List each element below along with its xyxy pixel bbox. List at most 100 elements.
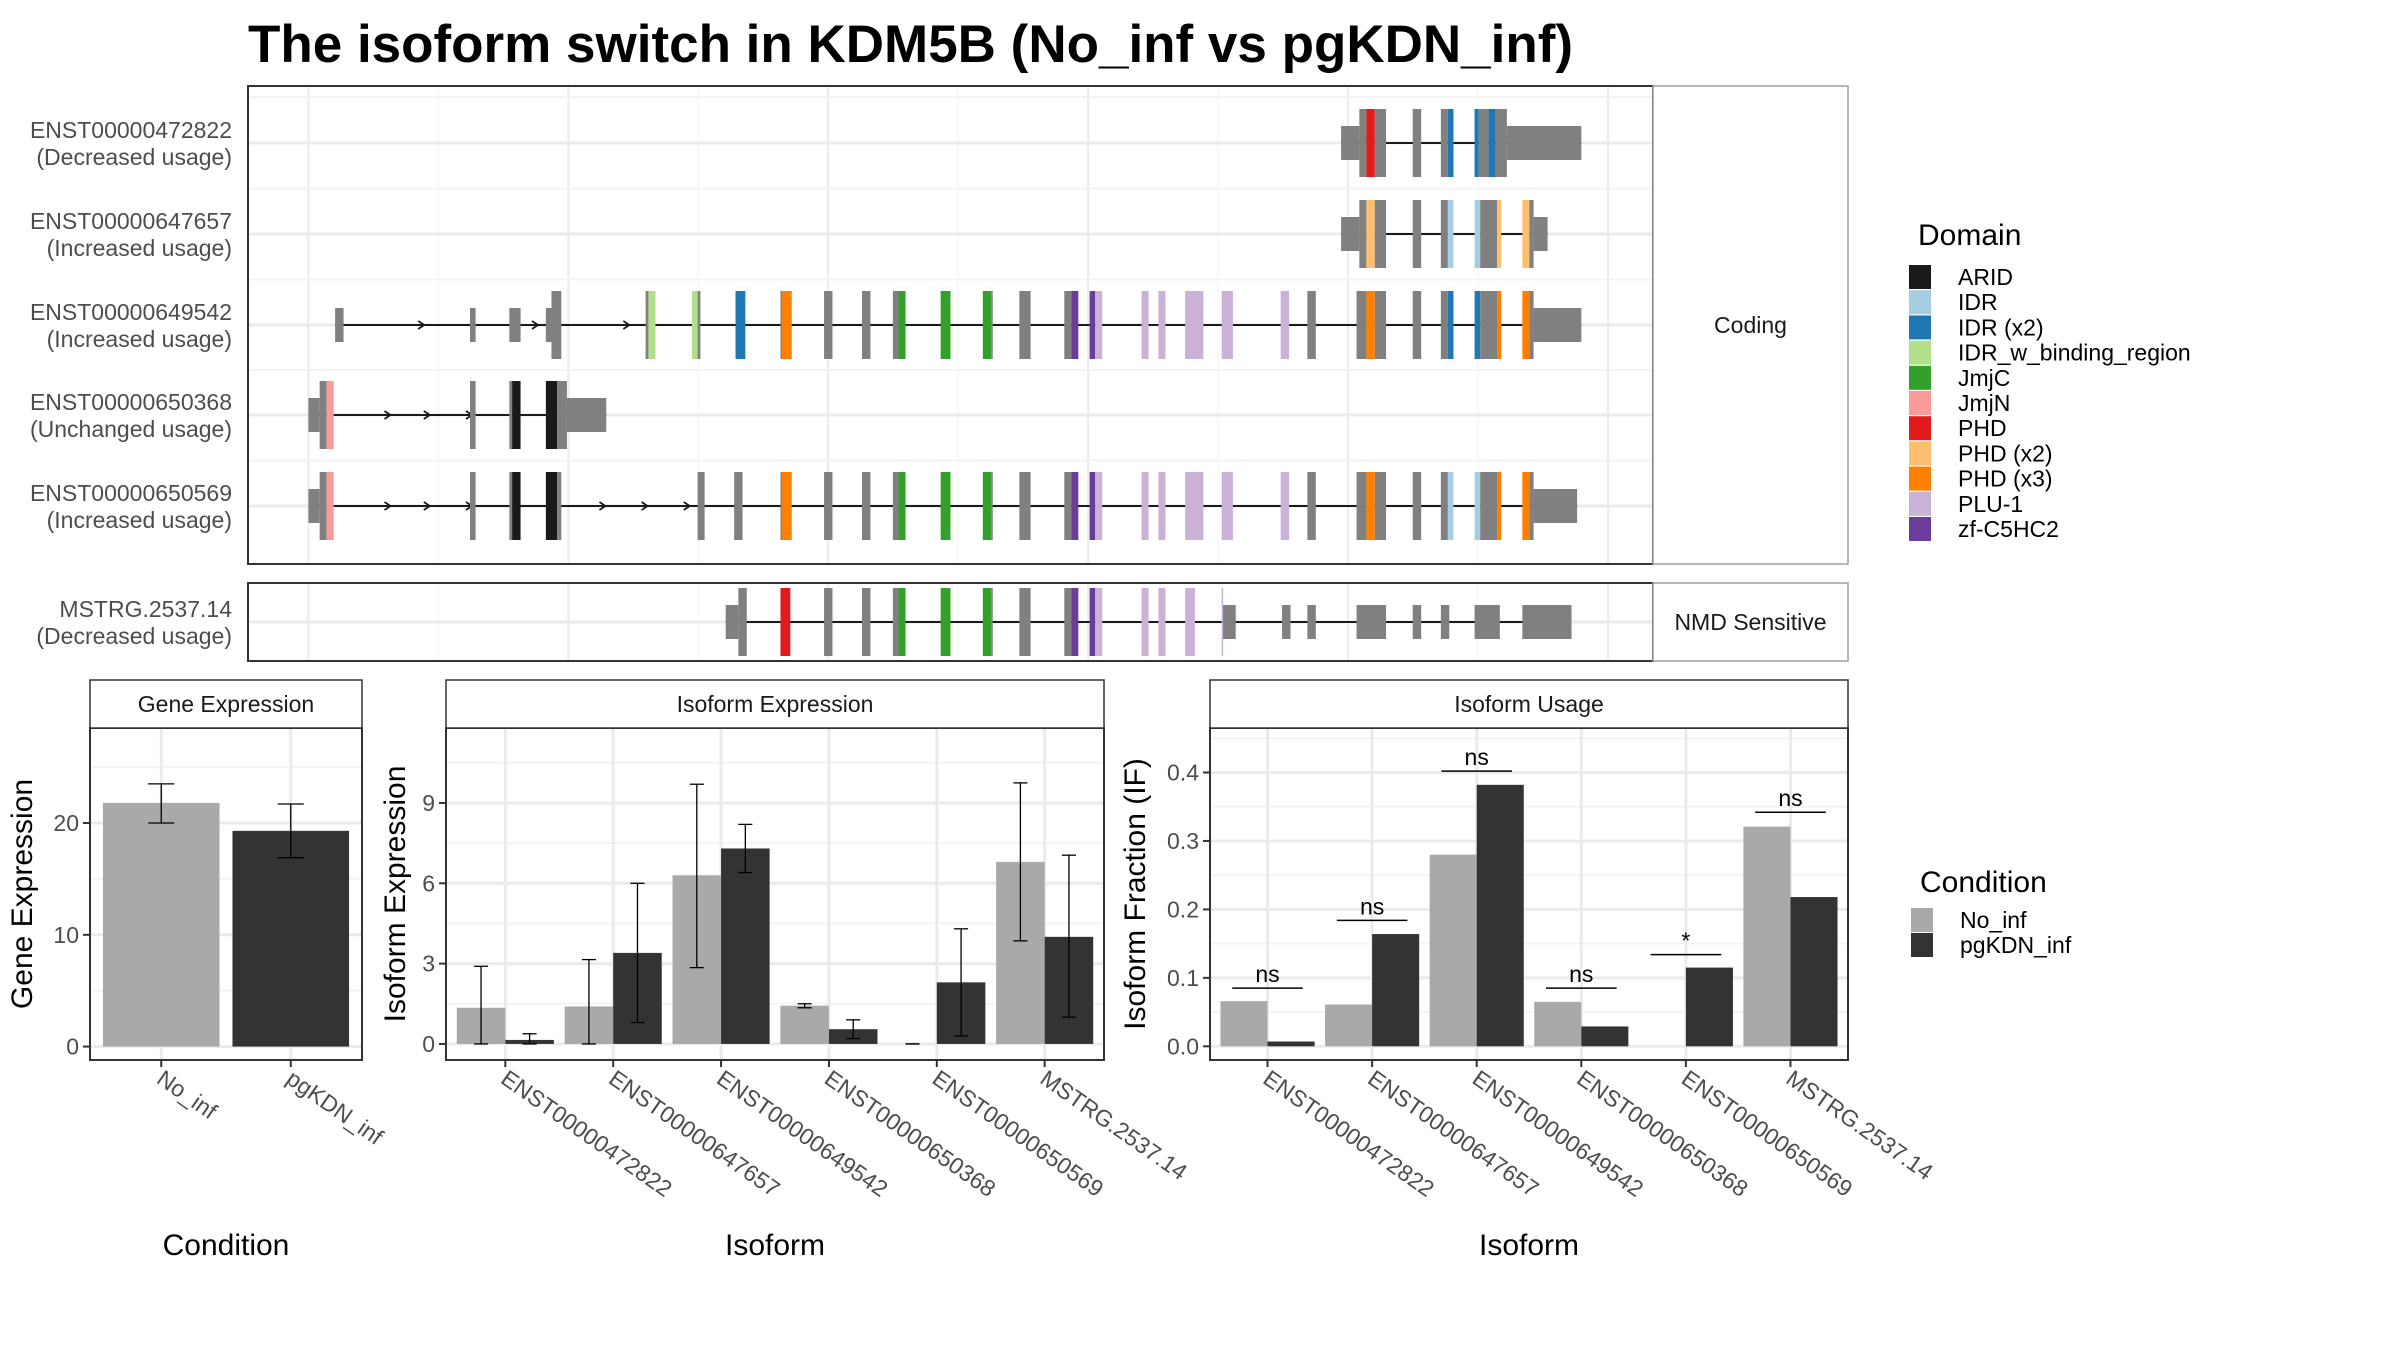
chart-title: Gene Expression bbox=[138, 691, 314, 717]
legend-swatch bbox=[1909, 517, 1931, 541]
legend-label: IDR (x2) bbox=[1958, 314, 2044, 340]
exon-cds bbox=[1359, 200, 1367, 268]
exon-cds bbox=[991, 588, 993, 656]
y-tick-label: 3 bbox=[422, 951, 435, 977]
facet-strip bbox=[1209, 679, 1849, 729]
domain-legend-item: IDR bbox=[1909, 289, 1998, 315]
y-tick-label: 10 bbox=[53, 922, 79, 948]
bar-pgkdn-inf bbox=[721, 848, 770, 1044]
figure-title: The isoform switch in KDM5B (No_inf vs p… bbox=[248, 15, 1573, 74]
error-bar bbox=[738, 823, 753, 874]
exon-cds bbox=[1440, 291, 1448, 359]
transcript-id-label: MSTRG.2537.14 bbox=[59, 596, 232, 622]
bar-no-inf bbox=[780, 1005, 829, 1044]
exon-domain-plu-1 bbox=[1280, 291, 1290, 359]
exon-domain-arid bbox=[545, 381, 558, 449]
exon-domain-zf-c5hc2 bbox=[1071, 472, 1079, 540]
exon-cds bbox=[1374, 291, 1387, 359]
exon-domain-jmjc bbox=[898, 472, 906, 540]
exon-domain-phd-x2- bbox=[1366, 200, 1375, 268]
exon-domain-arid bbox=[545, 472, 558, 540]
exon-cds bbox=[1495, 109, 1507, 177]
legend-swatch bbox=[1909, 491, 1931, 516]
exon-domain-idr bbox=[1474, 200, 1481, 268]
exon-domain-idr-w-binding-region bbox=[691, 291, 698, 359]
legend-label: JmjC bbox=[1958, 365, 2010, 391]
transcript-usage-label: (Increased usage) bbox=[47, 235, 232, 261]
exon-cds bbox=[1019, 291, 1031, 359]
bar-no-inf bbox=[1325, 1004, 1373, 1047]
exon-domain-plu-1 bbox=[1221, 588, 1224, 656]
exon-domain-arid bbox=[512, 381, 521, 449]
exon-domain-idr-x2- bbox=[1488, 109, 1496, 177]
legend-swatch bbox=[1909, 416, 1931, 441]
significance-label: ns bbox=[1465, 744, 1489, 770]
exon-utr bbox=[308, 489, 320, 523]
exon-cds bbox=[1374, 109, 1387, 177]
exon-domain-idr-x2- bbox=[1447, 109, 1454, 177]
exon-domain-plu-1 bbox=[1141, 291, 1149, 359]
exon-domain-idr-x2- bbox=[1474, 291, 1481, 359]
transcript-id-label: ENST00000650569 bbox=[30, 480, 232, 506]
exon-domain-plu-1 bbox=[1221, 291, 1233, 359]
exon-cds bbox=[557, 472, 562, 540]
bar-no-inf bbox=[1534, 1001, 1582, 1047]
error-bar bbox=[1013, 782, 1028, 942]
exon-cds bbox=[892, 588, 899, 656]
exon-cds bbox=[861, 472, 871, 540]
legend-swatch bbox=[1909, 290, 1931, 315]
exon-utr bbox=[509, 308, 521, 342]
exon-cds bbox=[1529, 472, 1534, 540]
chart-isoform-expression: Isoform Expression0369ENST00000472822ENS… bbox=[379, 679, 1192, 1262]
exon-domain-phd-x3- bbox=[1522, 472, 1530, 540]
exon-cds bbox=[861, 291, 871, 359]
exon-cds bbox=[697, 291, 701, 359]
exon-domain-plu-1 bbox=[1095, 472, 1103, 540]
exon-utr bbox=[1341, 217, 1360, 251]
y-tick-label: 20 bbox=[53, 810, 79, 836]
exon-domain-plu-1 bbox=[1185, 472, 1204, 540]
significance-annotation: ns bbox=[1441, 744, 1513, 772]
exon-domain-plu-1 bbox=[1158, 472, 1166, 540]
error-bar bbox=[522, 1033, 537, 1045]
transcript-ENST00000650368: ENST00000650368(Unchanged usage) bbox=[30, 381, 607, 449]
exon-domain-phd-x2- bbox=[1497, 200, 1502, 268]
error-bar bbox=[846, 1019, 861, 1040]
exon-utr bbox=[545, 308, 552, 342]
significance-annotation: ns bbox=[1755, 785, 1826, 813]
exon-domain-phd-x3- bbox=[1522, 291, 1530, 359]
exon-domain-plu-1 bbox=[1158, 291, 1166, 359]
exon-utr bbox=[1533, 308, 1582, 342]
error-bar bbox=[1061, 854, 1076, 1018]
legend-swatch bbox=[1911, 908, 1933, 932]
exon-utr bbox=[566, 398, 607, 432]
chart-isoform-usage: ns ns ns ns * ns Isoform Usage 0.0 0.1 0.2 0.3 0.4 E… bbox=[1119, 679, 1938, 1262]
legend-swatch bbox=[1909, 265, 1931, 289]
error-bar bbox=[474, 965, 489, 1045]
error-bar bbox=[954, 928, 969, 1037]
domain-legend-title: Domain bbox=[1918, 219, 2021, 252]
exon-utr bbox=[1282, 605, 1291, 639]
legend-swatch bbox=[1911, 933, 1933, 957]
domain-legend-item: JmjC bbox=[1909, 365, 2010, 391]
significance-label: * bbox=[1681, 928, 1690, 954]
significance-annotation: ns bbox=[1545, 961, 1617, 989]
exon-cds bbox=[1440, 472, 1448, 540]
y-axis-title: Gene Expression bbox=[6, 779, 39, 1009]
exon-domain-jmjc bbox=[982, 291, 992, 359]
domain-legend-item: zf-C5HC2 bbox=[1909, 516, 2059, 542]
intron-direction-arrow bbox=[384, 501, 393, 511]
x-tick-label: ENST00000647657 bbox=[1363, 1065, 1543, 1202]
exon-domain-jmjn bbox=[326, 472, 334, 540]
y-tick-label: 0.3 bbox=[1167, 828, 1199, 854]
intron-direction-arrow bbox=[598, 501, 608, 511]
exon-domain-plu-1 bbox=[1185, 588, 1195, 656]
intron-direction-arrow bbox=[417, 320, 426, 330]
exon-utr bbox=[1440, 605, 1450, 639]
domain-legend-item: IDR_w_binding_region bbox=[1909, 340, 2191, 366]
legend-swatch bbox=[1909, 315, 1931, 340]
error-bar bbox=[277, 803, 304, 859]
bar-no-inf bbox=[1429, 854, 1477, 1047]
exon-cds bbox=[1019, 588, 1031, 656]
